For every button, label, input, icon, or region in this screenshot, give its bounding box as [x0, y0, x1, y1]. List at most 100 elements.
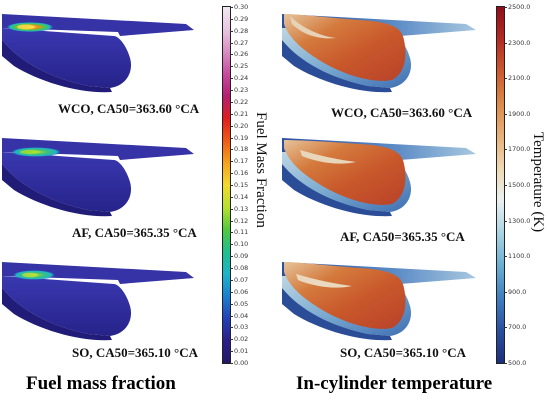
caption-fuel-wco: WCO, CA50=363.60 °CA [58, 101, 200, 116]
colorbar-tick [230, 232, 233, 234]
colorbar-tick [230, 66, 233, 68]
colorbar-tick [230, 244, 233, 246]
caption-temp-af: AF, CA50=365.35 °CA [340, 229, 465, 244]
colorbar-tick-label: 0.16 [234, 169, 249, 178]
colorbar-tick [504, 149, 507, 151]
colorbar-tick-label: 0.22 [234, 97, 249, 106]
colorbar-tick-label: 0.28 [234, 26, 249, 35]
colorbar-tick [230, 208, 233, 210]
colorbar-tick [230, 18, 233, 20]
caption-fuel-af: AF, CA50=365.35 °CA [72, 225, 197, 240]
fuel-panel-wco [2, 14, 194, 93]
colorbar-tick-label: 0.13 [234, 204, 249, 213]
colorbar-tick-label: 0.14 [234, 192, 249, 201]
colorbar-tick [230, 196, 233, 198]
colorbar-tick [230, 279, 233, 281]
colorbar-tick-label: 0.19 [234, 133, 249, 142]
colorbar-tick [230, 339, 233, 341]
colorbar-tick-label: 1700.0 [508, 145, 531, 154]
colorbar-tick [504, 42, 507, 44]
colorbar-tick [504, 327, 507, 329]
temp-panel-so [282, 262, 476, 341]
colorbar-tick [230, 327, 233, 329]
colorbar-tick-label: 900.0 [508, 287, 527, 296]
colorbar-tick-label: 0.18 [234, 145, 249, 154]
colorbar-tick-label: 1500.0 [508, 181, 531, 189]
colorbar-tick-label: 0.25 [234, 62, 249, 71]
colorbar-tick-label: 0.21 [234, 109, 249, 118]
colorbar-tick [230, 7, 233, 8]
colorbar-tick-label: 1300.0 [508, 216, 531, 225]
colorbar-tick [230, 351, 233, 353]
colorbar-tick [504, 291, 507, 293]
colorbar-tick-label: 1100.0 [508, 252, 531, 261]
colorbar-tick [230, 220, 233, 222]
colorbar-tick [230, 256, 233, 258]
colorbar-tick-label: 0.12 [234, 216, 249, 225]
bottom-title-temp: In-cylinder temperature [296, 373, 493, 394]
colorbar-tick [230, 113, 233, 115]
colorbar-tick [230, 185, 233, 186]
colorbar-tick-label: 0.03 [234, 323, 249, 332]
colorbar-tick-label: 0.02 [234, 335, 249, 344]
colorbar-tick-label: 0.09 [234, 252, 249, 261]
colorbar-tick-label: 0.27 [234, 38, 249, 47]
temp-colorbar-title: Temperature (K) [530, 132, 546, 233]
colorbar-tick [230, 291, 233, 293]
colorbar-tick-label: 0.23 [234, 86, 249, 95]
colorbar-tick [230, 161, 233, 163]
colorbar-tick-label: 2500.0 [508, 3, 531, 11]
colorbar-tick-label: 0.00 [234, 359, 249, 367]
colorbar-tick-label: 0.01 [234, 347, 249, 356]
colorbar-tick [230, 54, 233, 56]
caption-fuel-so: SO, CA50=365.10 °CA [72, 345, 199, 360]
colorbar-tick-label: 0.26 [234, 50, 249, 59]
colorbar-tick [230, 101, 233, 103]
colorbar-tick [230, 42, 233, 44]
fuel-panel-af [2, 138, 194, 217]
colorbar-tick-label: 700.0 [508, 323, 527, 332]
colorbar-tick-label: 0.05 [234, 299, 249, 308]
colorbar-tick [230, 149, 233, 151]
colorbar-tick-label: 0.08 [234, 264, 249, 273]
colorbar-tick [230, 90, 233, 92]
caption-temp-wco: WCO, CA50=363.60 °CA [331, 105, 473, 120]
colorbar-tick-label: 0.20 [234, 121, 249, 130]
colorbar-tick [504, 185, 507, 186]
colorbar-tick [230, 363, 233, 364]
colorbar-tick-label: 0.24 [234, 74, 249, 83]
colorbar-tick-label: 0.06 [234, 287, 249, 296]
colorbar-tick [504, 220, 507, 222]
colorbar-tick [504, 363, 507, 364]
colorbar-tick [504, 113, 507, 115]
colorbar-tick-label: 0.10 [234, 240, 249, 249]
colorbar-tick [230, 303, 233, 305]
colorbar-tick-label: 1900.0 [508, 109, 531, 118]
bottom-title-fuel: Fuel mass fraction [26, 373, 176, 394]
colorbar-tick-label: 0.29 [234, 14, 249, 23]
colorbar-tick [230, 30, 233, 32]
colorbar-tick-label: 0.30 [234, 3, 249, 11]
colorbar-tick [230, 137, 233, 139]
colorbar-tick [230, 78, 233, 80]
colorbar-tick-label: 0.15 [234, 181, 249, 189]
colorbar-tick [230, 125, 233, 127]
colorbar-tick [230, 173, 233, 175]
colorbar-tick-label: 0.07 [234, 275, 249, 284]
colorbar-tick-label: 2100.0 [508, 74, 531, 83]
colorbar-tick [230, 315, 233, 317]
fuel-colorbar-title: Fuel Mass Fraction [253, 112, 269, 228]
colorbar-tick [504, 78, 507, 80]
colorbar-tick-label: 500.0 [508, 359, 527, 367]
colorbar-tick [504, 7, 507, 8]
colorbar-tick-label: 2300.0 [508, 38, 531, 47]
temp-panel-wco [282, 14, 476, 93]
colorbar-tick-label: 0.11 [234, 228, 249, 237]
fuel-panel-so [2, 262, 194, 341]
colorbar-tick-label: 0.04 [234, 311, 249, 320]
caption-temp-so: SO, CA50=365.10 °CA [340, 345, 467, 360]
colorbar-tick-label: 0.17 [234, 157, 249, 166]
colorbar-tick [230, 268, 233, 270]
colorbar-tick [504, 256, 507, 258]
